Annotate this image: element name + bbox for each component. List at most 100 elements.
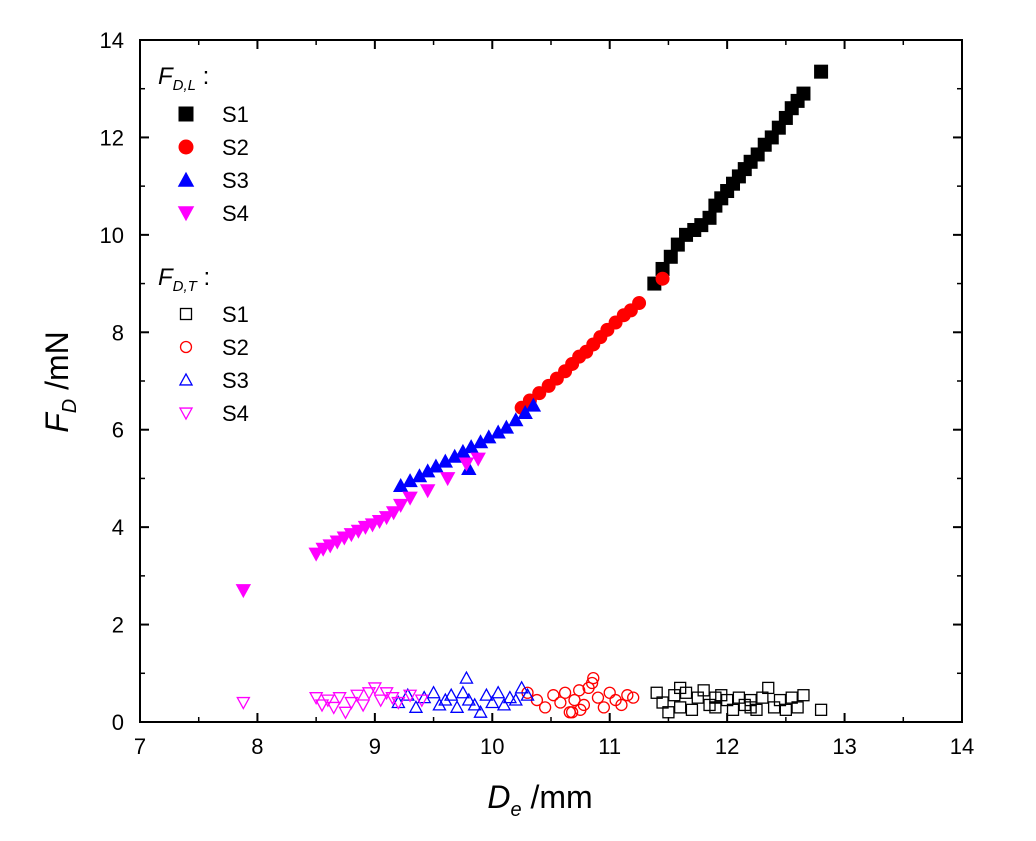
data-point-s3-transverse: [502, 690, 518, 704]
legend-marker-s3-transverse: [178, 372, 194, 386]
data-point-s1-transverse: [662, 706, 675, 719]
data-point-s2-transverse: [574, 703, 587, 716]
y-tick-label: 6: [112, 418, 124, 443]
data-point-s3-transverse: [400, 687, 415, 701]
data-point-s2-transverse: [615, 698, 628, 712]
y-axis-label-unit: /mN: [39, 331, 75, 399]
data-point-s3-longitudinal: [420, 463, 436, 478]
legend: FD,L : S1 S2 S3 S4 FD,T : S1 S2 S3 S4: [158, 63, 249, 426]
data-point-s2-transverse: [591, 691, 605, 704]
data-point-s3-transverse: [449, 699, 465, 713]
data-point-s1-transverse: [744, 701, 757, 714]
data-point-s4-transverse: [338, 706, 353, 720]
data-point-s4-transverse: [326, 701, 341, 715]
x-tick-label: 10: [480, 734, 504, 759]
data-point-s4-transverse: [314, 699, 330, 713]
data-point-s4-transverse: [344, 696, 359, 710]
legend-marker-s3-longitudinal: [177, 171, 195, 187]
data-point-s1-transverse: [709, 701, 722, 714]
y-tick-label: 4: [112, 515, 124, 540]
data-point-s3-transverse: [426, 685, 441, 699]
data-point-s2-longitudinal: [632, 296, 647, 311]
data-point-s3-transverse: [459, 670, 474, 684]
y-axis-label: FD /mN: [39, 331, 81, 433]
data-point-s1-transverse: [674, 681, 687, 695]
x-axis-label-unit: /mm: [522, 779, 593, 815]
y-axis-label-sub: D: [59, 399, 81, 413]
y-tick-label: 14: [100, 28, 124, 53]
data-point-s4-longitudinal: [458, 457, 475, 472]
data-point-s3-transverse: [461, 692, 476, 706]
data-point-s1-transverse: [779, 703, 793, 716]
legend-heading-transverse: FD,T :: [158, 264, 210, 295]
data-point-s1-transverse: [685, 703, 699, 716]
data-point-s1-transverse: [726, 703, 740, 716]
data-point-s2-transverse: [558, 686, 572, 699]
data-point-s3-transverse: [491, 685, 506, 699]
data-point-s3-transverse: [455, 685, 471, 699]
data-point-s4-longitudinal: [385, 506, 402, 521]
data-point-s2-transverse: [547, 689, 560, 702]
data-point-s2-transverse: [573, 684, 586, 697]
series-s1-transverse: [650, 681, 828, 719]
series-s1-longitudinal: [647, 64, 829, 291]
x-tick-label: 12: [715, 734, 739, 759]
legend-markers: [177, 106, 195, 421]
data-point-s4-transverse: [373, 694, 388, 708]
data-point-s2-transverse: [585, 676, 599, 690]
data-point-s4-longitudinal: [308, 547, 324, 562]
data-point-s4-transverse: [414, 694, 429, 708]
data-point-s1-longitudinal: [796, 86, 811, 101]
data-point-s2-longitudinal: [655, 271, 670, 286]
x-tick-label: 14: [950, 734, 974, 759]
series-s4-longitudinal: [235, 452, 486, 599]
x-tick-label: 13: [832, 734, 856, 759]
data-point-s4-longitudinal: [420, 484, 436, 499]
data-point-s4-transverse: [402, 689, 418, 703]
data-point-s4-longitudinal: [378, 511, 395, 526]
data-points: [235, 64, 829, 720]
legend-marker-s2-transverse: [179, 340, 193, 354]
data-point-s2-transverse: [565, 706, 579, 719]
data-point-s3-transverse: [508, 692, 523, 706]
data-point-s1-longitudinal: [702, 210, 717, 225]
legend-label-s1-transverse: S1: [222, 302, 249, 327]
data-point-s4-transverse: [391, 696, 406, 710]
data-point-s1-longitudinal: [655, 261, 670, 276]
x-tick-labels: 7 8 9 10 11 12 13 14: [134, 734, 974, 759]
x-axis-label-sub: e: [510, 799, 521, 821]
data-point-s3-longitudinal: [402, 473, 418, 488]
data-point-s1-longitudinal: [663, 249, 678, 264]
data-point-s4-transverse: [308, 692, 324, 706]
legend-marker-s1-transverse: [179, 307, 193, 321]
series-s2-transverse: [521, 672, 640, 719]
data-point-s4-longitudinal: [470, 452, 486, 467]
legend-marker-s4-longitudinal: [177, 206, 195, 222]
data-point-s3-longitudinal: [428, 458, 444, 473]
legend-marker-s4-transverse: [178, 407, 194, 421]
data-point-s3-transverse: [520, 687, 535, 701]
y-tick-label: 10: [100, 223, 124, 248]
data-point-s4-longitudinal: [235, 584, 252, 599]
data-point-s3-longitudinal: [498, 419, 515, 434]
data-point-s4-longitudinal: [439, 472, 456, 487]
data-point-s1-longitudinal: [814, 64, 829, 79]
data-point-s3-transverse: [485, 695, 500, 709]
series-s3-transverse: [391, 670, 535, 718]
data-point-s4-longitudinal: [402, 491, 418, 506]
data-point-s2-transverse: [597, 701, 610, 714]
legend-label-s3-transverse: S3: [222, 368, 249, 393]
legend-marker-s1-longitudinal: [178, 106, 194, 122]
data-point-s4-transverse: [361, 687, 377, 701]
y-tick-label: 12: [100, 125, 124, 150]
data-point-s3-longitudinal: [463, 439, 479, 454]
data-point-s4-transverse: [320, 694, 336, 708]
data-point-s2-transverse: [568, 693, 581, 707]
data-point-s4-transverse: [332, 692, 347, 706]
data-point-s3-longitudinal: [525, 397, 542, 412]
data-point-s3-longitudinal: [508, 412, 524, 427]
legend-label-s1-longitudinal: S1: [222, 102, 249, 127]
data-point-s2-transverse: [563, 706, 576, 719]
data-point-s3-longitudinal: [411, 468, 428, 483]
